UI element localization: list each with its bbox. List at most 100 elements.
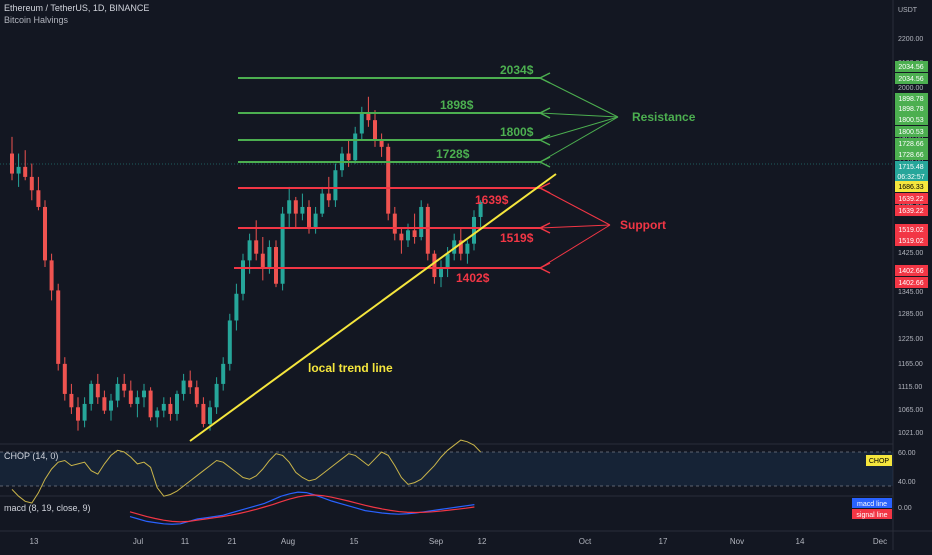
price-badge-bg <box>895 277 928 288</box>
price-badge-text: 06:32:57 <box>897 174 924 181</box>
time-axis-label: 11 <box>181 537 190 546</box>
price-badge: 1402.66 <box>895 277 928 288</box>
candle-body <box>241 260 245 294</box>
candle-body <box>49 260 54 291</box>
price-badge-bg <box>895 205 928 216</box>
indicator-label[interactable]: Bitcoin Halvings <box>4 15 69 25</box>
resistance-label: Resistance <box>632 110 696 124</box>
time-axis-label: Jul <box>133 537 143 546</box>
candle-body <box>425 206 430 254</box>
price-badge-bg <box>895 181 928 192</box>
candle-body <box>419 206 424 237</box>
candle-body <box>267 247 272 268</box>
level-label: 1728$ <box>436 147 470 161</box>
price-badge-text: 2034.56 <box>898 64 923 71</box>
chop-axis-tick: 40.00 <box>898 479 916 486</box>
candle-body <box>247 240 252 261</box>
candle-body <box>95 383 100 398</box>
level-pointer <box>539 116 619 141</box>
price-badge-bg <box>895 161 928 172</box>
macd-legend-bg <box>852 498 892 508</box>
symbol-title[interactable]: Ethereum / TetherUS, 1D, BINANCE <box>4 3 150 13</box>
price-axis-currency: USDT <box>898 7 918 14</box>
candle-body <box>307 206 311 227</box>
price-badge-bg <box>895 126 928 137</box>
level-label: 1898$ <box>440 98 474 112</box>
price-badge: 1402.66 <box>895 265 928 276</box>
candle-body <box>155 410 160 418</box>
price-axis-tick: 1345.00 <box>898 289 923 296</box>
level-pointer <box>539 77 619 118</box>
candle-body <box>161 403 166 411</box>
candle-body <box>386 146 391 214</box>
time-axis-label: 13 <box>30 537 39 546</box>
price-badge-text: 1519.02 <box>898 227 923 234</box>
macd-legend-text: macd line <box>857 501 887 508</box>
price-badge-text: 1800.53 <box>898 117 923 124</box>
price-axis-tick: 1225.00 <box>898 336 923 343</box>
candle-body <box>280 213 285 284</box>
price-badge: 1519.02 <box>895 235 928 246</box>
price-badge: 2034.56 <box>895 61 928 72</box>
price-badge-text: 1519.02 <box>898 238 923 245</box>
price-badge-text: 1728.66 <box>898 152 923 159</box>
price-axis-tick: 1165.00 <box>898 361 923 368</box>
candle-body <box>10 153 14 174</box>
price-badge: 1715.48 <box>895 161 928 172</box>
candle-body <box>366 113 371 121</box>
candle-body <box>36 190 41 207</box>
macd-axis-tick: 0.00 <box>898 505 912 512</box>
price-badge-bg <box>895 93 928 104</box>
price-badge-text: 1402.66 <box>898 268 923 275</box>
candle-body <box>359 113 364 134</box>
price-badge: 1800.53 <box>895 126 928 137</box>
candle-body <box>346 153 351 161</box>
time-axis-label: Oct <box>579 537 592 546</box>
candle-body <box>148 390 153 418</box>
price-badge-text: 2034.56 <box>898 76 923 83</box>
price-axis-tick: 1115.00 <box>898 384 922 391</box>
candle-body <box>392 213 397 234</box>
candle-body <box>472 216 476 244</box>
candle-body <box>445 253 450 268</box>
candle-body <box>333 170 338 201</box>
price-badge-bg <box>895 235 928 246</box>
candle-body <box>76 407 80 421</box>
price-axis-tick: 2200.00 <box>898 36 923 43</box>
level-label: 1402$ <box>456 271 490 285</box>
candle-body <box>313 213 318 227</box>
candle-body <box>201 403 206 424</box>
price-badge: 1800.53 <box>895 114 928 125</box>
candle-body <box>406 230 410 241</box>
price-badge-bg <box>895 103 928 114</box>
candle-body <box>399 233 404 241</box>
time-axis-label: Nov <box>730 537 744 546</box>
price-badge: 1686.33 <box>895 181 928 192</box>
candle-body <box>439 267 443 278</box>
candle-body <box>168 403 173 414</box>
candle-body <box>23 166 28 177</box>
time-axis-label: 17 <box>659 537 668 546</box>
price-badge-text: 1402.66 <box>898 280 923 287</box>
candle-body <box>353 133 358 161</box>
level-label: 1800$ <box>500 125 534 139</box>
candle-body <box>227 320 232 364</box>
candle-body <box>115 383 120 401</box>
price-axis-tick: 1065.00 <box>898 407 923 414</box>
candle-body <box>465 243 470 254</box>
chop-pane-label[interactable]: CHOP (14, 0) <box>4 451 59 461</box>
price-badge: 1898.78 <box>895 103 928 114</box>
candle-body <box>122 383 127 391</box>
price-badge-text: 1800.53 <box>898 129 923 136</box>
candle-body <box>194 387 199 404</box>
candle-body <box>188 380 193 388</box>
price-badge-text: 1639.22 <box>898 196 923 203</box>
price-axis-tick: 2000.00 <box>898 85 923 92</box>
price-badge-bg <box>895 224 928 235</box>
candle-body <box>432 253 437 278</box>
macd-pane-label[interactable]: macd (8, 19, close, 9) <box>4 503 91 513</box>
candle-body <box>234 293 239 321</box>
time-axis-label: 15 <box>350 537 359 546</box>
